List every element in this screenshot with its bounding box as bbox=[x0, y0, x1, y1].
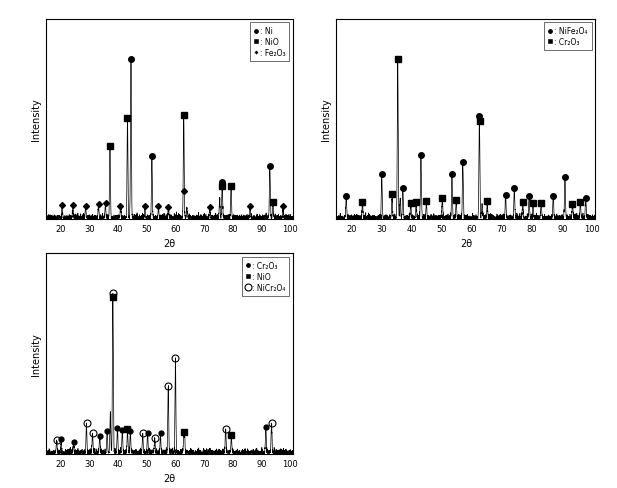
Legend: : Ni, : NiO, : Fe₂O₃: : Ni, : NiO, : Fe₂O₃ bbox=[250, 23, 289, 61]
Legend: : Cr₂O₃, : NiO, : NiCr₂O₄: : Cr₂O₃, : NiO, : NiCr₂O₄ bbox=[242, 258, 289, 296]
X-axis label: 2θ: 2θ bbox=[164, 473, 176, 483]
Y-axis label: Intensity: Intensity bbox=[321, 98, 331, 141]
Legend: : NiFe₂O₄, : Cr₂O₃: : NiFe₂O₄, : Cr₂O₃ bbox=[544, 23, 592, 51]
X-axis label: 2θ: 2θ bbox=[164, 239, 176, 249]
Y-axis label: Intensity: Intensity bbox=[31, 98, 41, 141]
Y-axis label: Intensity: Intensity bbox=[31, 332, 41, 375]
X-axis label: 2θ: 2θ bbox=[460, 239, 472, 249]
